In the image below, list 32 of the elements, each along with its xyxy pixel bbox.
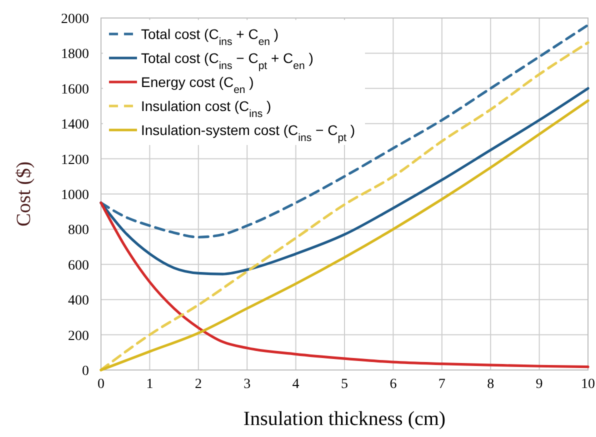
- x-tick-label: 0: [98, 377, 104, 392]
- x-tick-label: 7: [438, 377, 446, 392]
- y-tick-label: 800: [68, 223, 89, 238]
- legend-label: Total cost (C$_{ins}$ + C$_{en}$): [141, 26, 279, 48]
- x-tick-label: 9: [536, 377, 543, 392]
- x-tick-label: 4: [292, 377, 300, 392]
- y-tick-label: 1600: [61, 82, 89, 98]
- y-tick-label: 1400: [61, 118, 89, 133]
- x-tick-label: 3: [244, 377, 251, 392]
- y-tick-label: 1800: [61, 47, 89, 62]
- y-tick-label: 400: [68, 294, 89, 309]
- x-tick-label: 6: [390, 377, 397, 392]
- line-series: [100, 202, 590, 368]
- x-tick-label: 1: [146, 377, 154, 392]
- legend-label: Insulation cost (C$_{ins}$): [141, 98, 272, 120]
- x-axis-title: Insulation thickness (cm): [243, 408, 446, 430]
- y-tick-label: 600: [68, 258, 89, 274]
- y-tick-label: 200: [68, 328, 89, 344]
- y-tick-label: 1200: [61, 152, 89, 168]
- x-tick-label: 8: [487, 377, 494, 392]
- y-axis-title: Cost ($): [13, 162, 35, 226]
- y-tick-label: 2000: [61, 12, 89, 27]
- line-series: [100, 24, 590, 238]
- y-tick-label: 1000: [61, 188, 89, 203]
- legend-label: Total cost (C$_{ins}$ − C$_{pt}$ + C$_{en}$): [141, 50, 314, 72]
- legend-label: Energy cost (C$_{en}$): [141, 74, 254, 96]
- line-series: [100, 99, 590, 372]
- x-tick-label: 5: [341, 377, 348, 392]
- legend-label: Insulation-system cost (C$_{ins}$ − C$_{pt}$): [141, 122, 356, 144]
- y-tick-label: 0: [82, 364, 89, 379]
- x-tick-label: 10: [581, 377, 595, 392]
- x-tick-label: 2: [194, 377, 202, 392]
